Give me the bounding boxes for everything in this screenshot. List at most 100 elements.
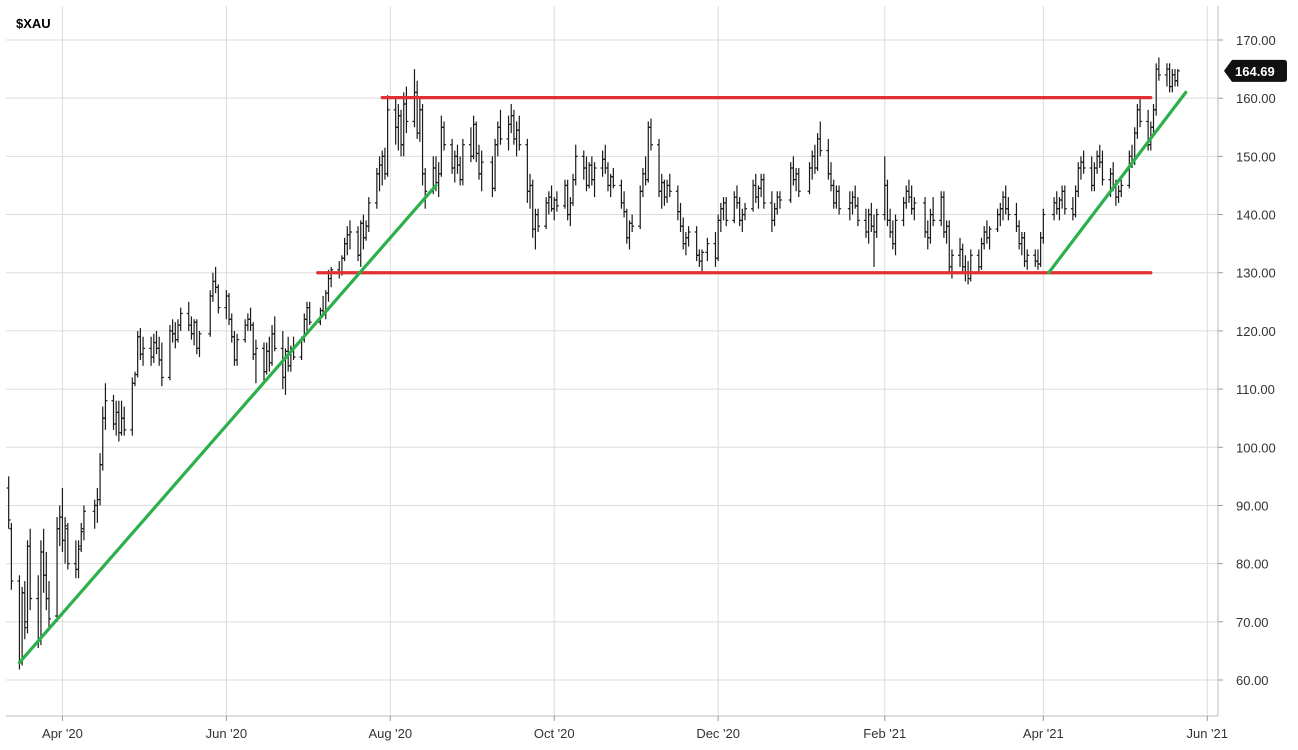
- ohlc-bar: [638, 185, 643, 230]
- ohlc-bar: [186, 301, 191, 331]
- ohlc-bar: [906, 179, 911, 203]
- ohlc-bar: [329, 266, 334, 288]
- y-tick-label: 150.00: [1236, 149, 1276, 164]
- ohlc-bar: [777, 191, 782, 209]
- x-tick-label: Oct '20: [534, 726, 575, 741]
- ohlc-bar: [976, 249, 981, 273]
- ohlc-bar: [130, 377, 135, 436]
- ohlc-bar: [718, 202, 723, 232]
- ohlc-bar: [452, 150, 457, 183]
- chart-title: $XAU: [16, 16, 51, 31]
- ohlc-bar: [1062, 185, 1067, 215]
- y-tick-label: 80.00: [1236, 557, 1269, 572]
- ohlc-bar: [517, 115, 522, 151]
- ohlc-bar: [245, 313, 250, 331]
- ohlc-bar: [1167, 63, 1172, 93]
- ohlc-bar: [345, 226, 350, 256]
- x-tick-label: Apr '21: [1023, 726, 1064, 741]
- y-tick-label: 120.00: [1236, 324, 1276, 339]
- ohlc-bar: [1001, 191, 1006, 221]
- ohlc-bar: [568, 197, 573, 227]
- ohlc-bar: [1119, 179, 1124, 198]
- ohlc-bar: [603, 144, 608, 174]
- ohlc-bar: [1035, 249, 1040, 270]
- ohlc-bar: [264, 342, 269, 375]
- ohlc-bar: [732, 191, 737, 224]
- ohlc-bar: [678, 202, 683, 232]
- ohlc-bar: [38, 540, 43, 646]
- ohlc-bar: [393, 98, 398, 145]
- ohlc-bar: [549, 185, 554, 212]
- ohlc-bar: [471, 115, 476, 160]
- x-tick-label: Jun '21: [1186, 726, 1228, 741]
- ohlc-bar: [167, 325, 172, 381]
- ohlc-bar: [909, 185, 914, 215]
- ohlc-bar: [1041, 208, 1046, 244]
- ohlc-bar: [364, 220, 369, 241]
- last-price-badge: 164.69: [1224, 59, 1287, 82]
- ohlc-bar: [65, 522, 70, 570]
- ohlc-bar: [605, 162, 610, 192]
- ohlc-bar: [436, 162, 441, 198]
- ohlc-bar: [1003, 185, 1008, 215]
- ohlc-bar: [189, 316, 194, 340]
- ohlc-bar: [554, 191, 559, 212]
- ohlc-bar: [611, 168, 616, 189]
- y-tick-label: 60.00: [1236, 673, 1269, 688]
- ohlc-bar: [984, 220, 989, 244]
- ohlc-bar: [514, 121, 519, 157]
- ohlc-bar: [737, 197, 742, 227]
- ohlc-bar: [1151, 104, 1156, 134]
- y-tick-label: 90.00: [1236, 498, 1269, 513]
- ohlc-bar: [1154, 63, 1159, 116]
- ohlc-bar: [493, 138, 498, 192]
- grid: [6, 39, 1218, 681]
- ohlc-bar: [1054, 191, 1059, 215]
- ohlc-bar: [1116, 185, 1121, 203]
- ohlc-bar: [646, 121, 651, 183]
- ohlc-bar: [151, 333, 156, 363]
- ohlc-bar: [442, 121, 447, 151]
- ohlc-bar: [213, 266, 218, 294]
- ohlc-bar: [686, 226, 691, 247]
- ohlc-bar: [724, 197, 729, 227]
- ohlc-bar: [498, 109, 503, 145]
- ohlc-bar: [536, 208, 541, 232]
- ohlc-bar: [657, 138, 662, 198]
- ohlc-bar: [705, 237, 710, 262]
- ohlc-bar: [796, 168, 801, 198]
- ohlc-bar: [1017, 220, 1022, 250]
- ohlc-bar: [337, 261, 342, 279]
- ohlc-bar: [1060, 185, 1065, 209]
- ohlc-bar: [361, 214, 366, 250]
- ohlc-bar: [1025, 249, 1030, 270]
- ohlc-bar: [1006, 197, 1011, 221]
- ohlc-bar: [1175, 69, 1180, 87]
- ohlc-bar: [382, 147, 387, 180]
- ohlc-bar: [235, 333, 240, 366]
- ohlc-bar: [490, 156, 495, 198]
- ohlc-bar: [675, 185, 680, 221]
- ohlc-bar: [743, 202, 748, 221]
- ohlc-bar: [662, 179, 667, 206]
- trendline: [17, 183, 438, 665]
- x-tick-label: Dec '20: [696, 726, 740, 741]
- ohlc-bar: [810, 150, 815, 180]
- ohlc-bar: [377, 156, 382, 192]
- ohlc-bar: [847, 191, 852, 221]
- ohlc-bar: [1095, 150, 1100, 174]
- ohlc-bar: [261, 342, 266, 384]
- ohlc-bar: [987, 226, 992, 250]
- ohlc-bar: [863, 208, 868, 238]
- ohlc-bar: [630, 214, 635, 232]
- ohlc-bar: [525, 138, 530, 203]
- ohlc-bar: [818, 121, 823, 157]
- ohlc-bar: [347, 220, 352, 250]
- ohlc-bar: [103, 383, 108, 430]
- ohlc-bar: [872, 214, 877, 267]
- ohlc-bar: [79, 522, 84, 552]
- ohlc-bar: [700, 249, 705, 273]
- ohlc-bar: [138, 328, 143, 360]
- ohlc-bar: [874, 208, 879, 238]
- ohlc-bar: [837, 185, 842, 215]
